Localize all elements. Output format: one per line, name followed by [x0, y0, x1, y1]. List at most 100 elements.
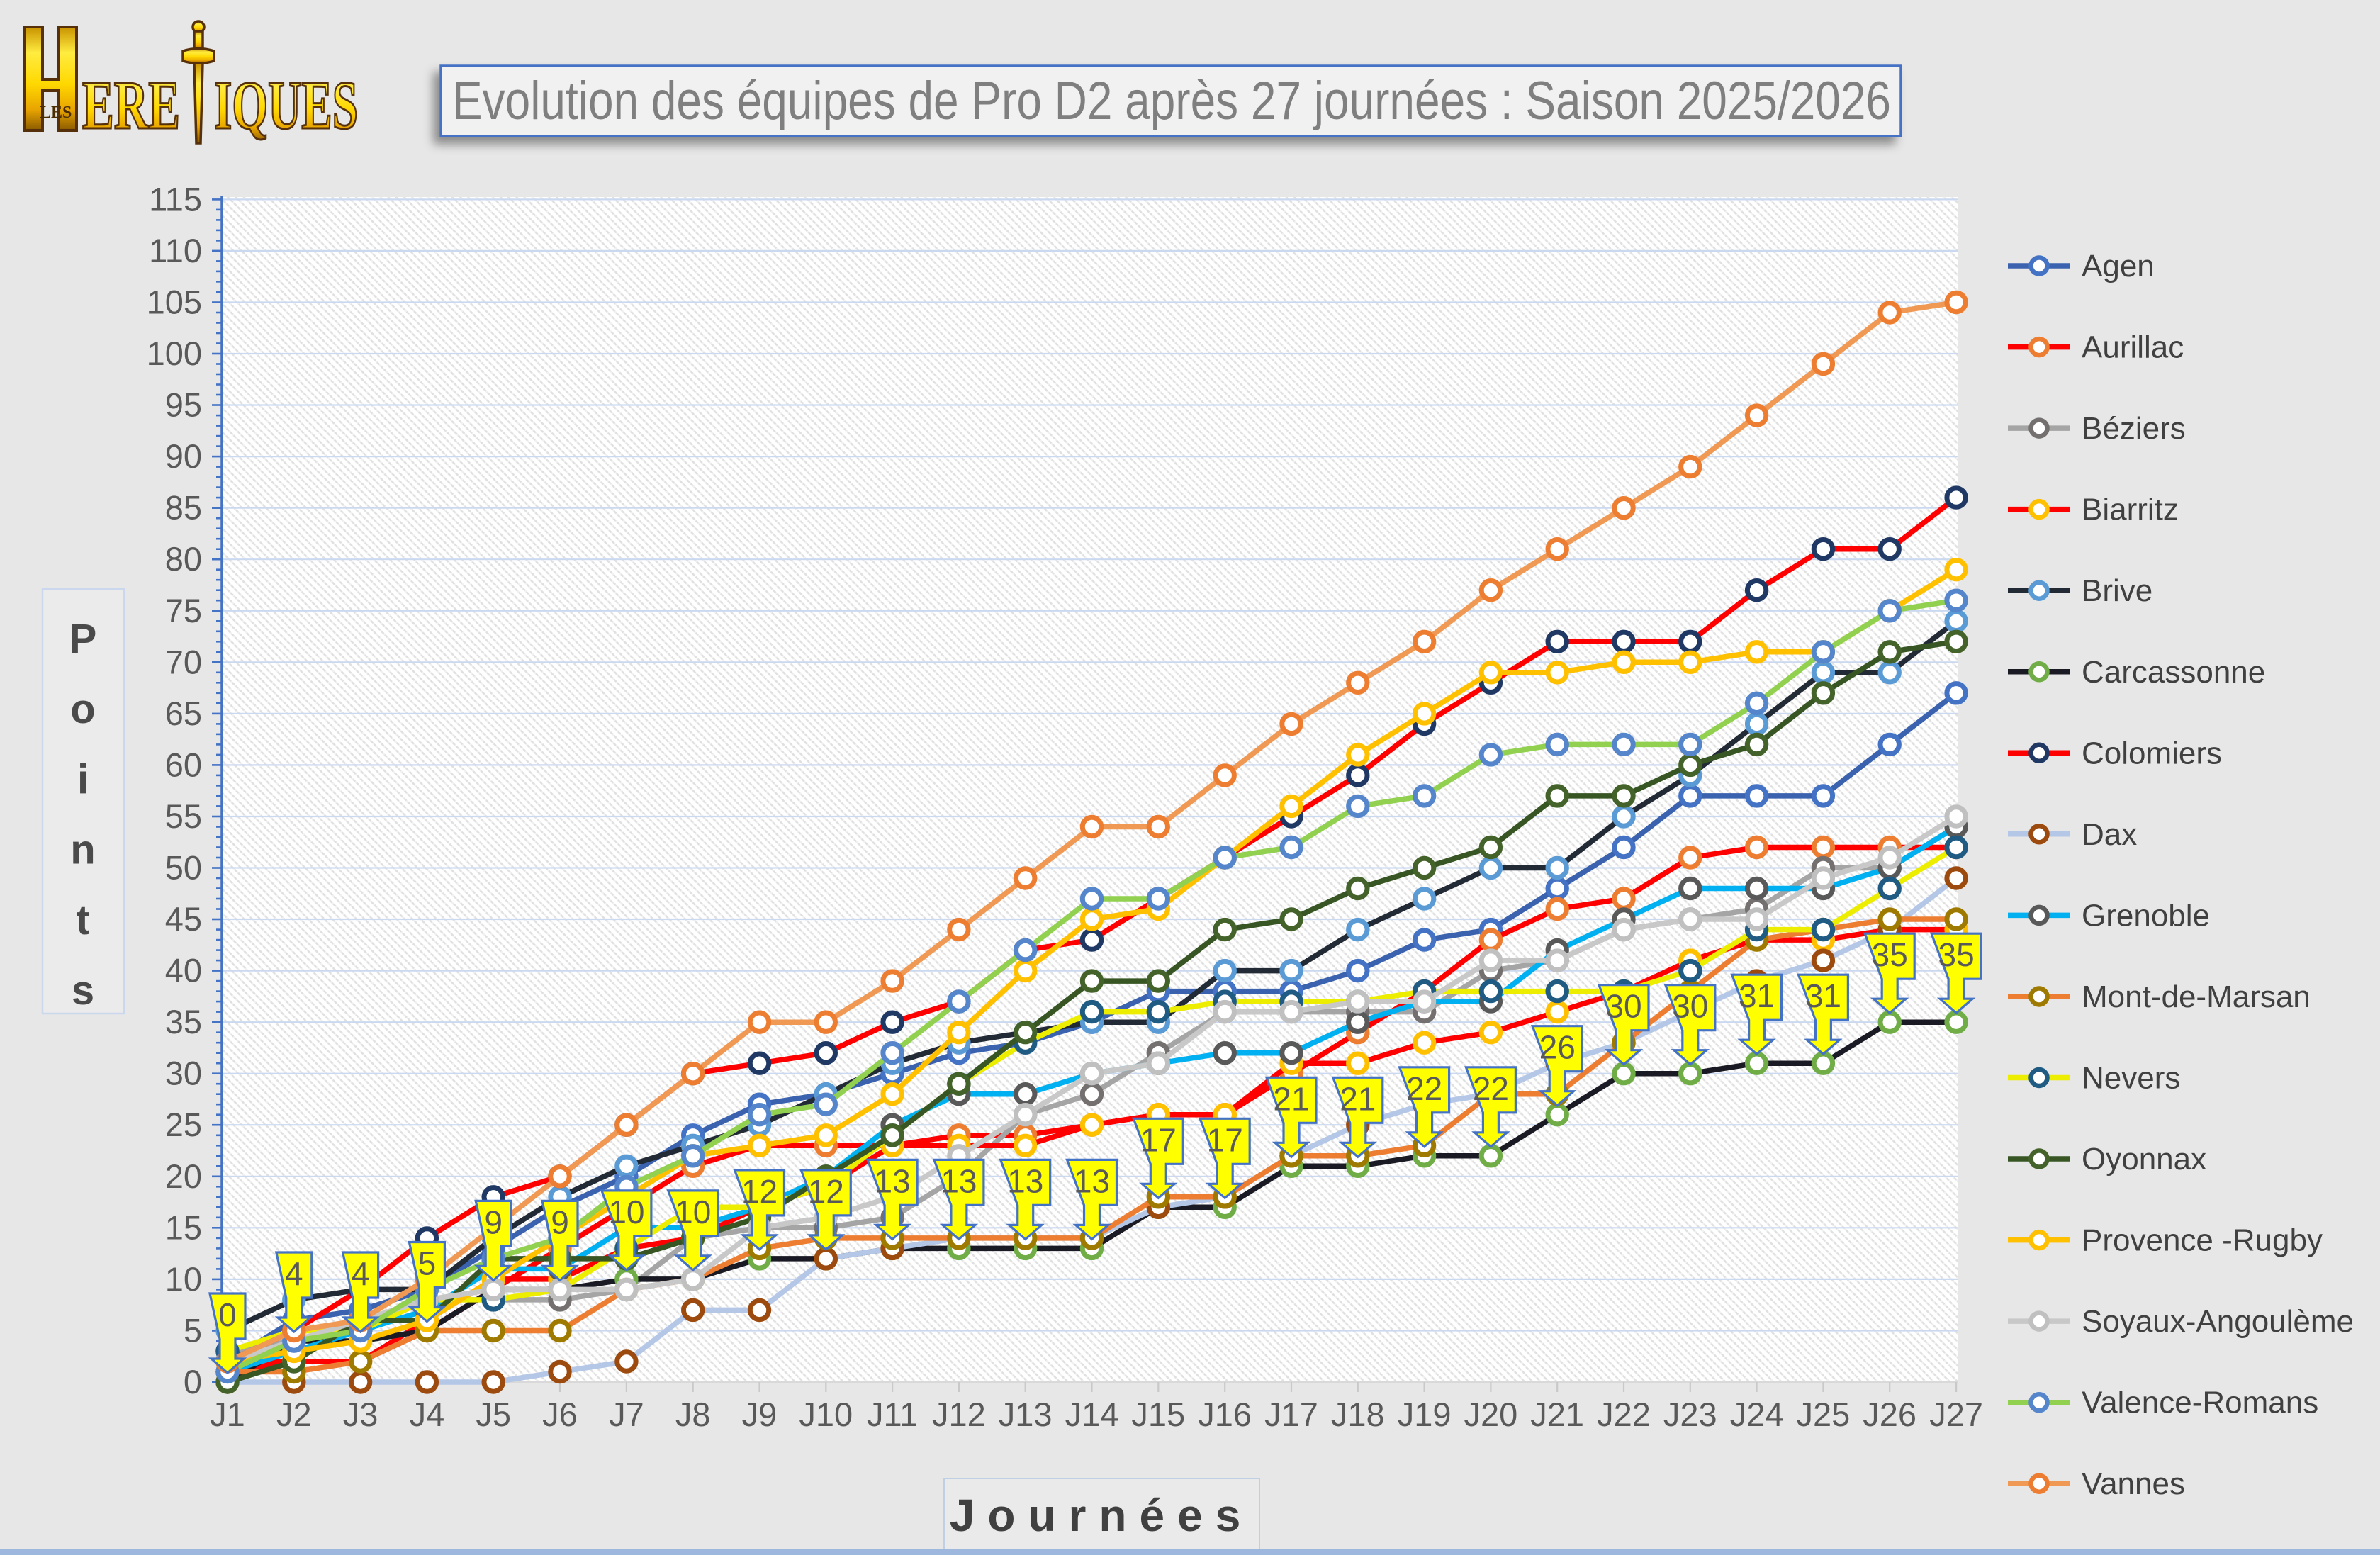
- svg-text:J4: J4: [410, 1396, 445, 1433]
- svg-text:5: 5: [184, 1312, 202, 1349]
- svg-text:J22: J22: [1597, 1396, 1651, 1433]
- svg-text:105: 105: [147, 284, 202, 321]
- svg-text:t: t: [76, 897, 89, 943]
- svg-text:Nevers: Nevers: [2082, 1061, 2180, 1096]
- svg-text:J17: J17: [1264, 1396, 1318, 1433]
- svg-text:n: n: [70, 827, 95, 873]
- svg-text:12: 12: [808, 1173, 844, 1210]
- svg-text:Béziers: Béziers: [2082, 411, 2186, 446]
- svg-text:0: 0: [218, 1296, 237, 1333]
- svg-text:Vannes: Vannes: [2082, 1466, 2185, 1501]
- svg-text:13: 13: [1007, 1162, 1043, 1199]
- svg-text:J23: J23: [1663, 1396, 1717, 1433]
- svg-text:13: 13: [941, 1162, 977, 1199]
- svg-text:35: 35: [1938, 936, 1975, 973]
- svg-text:30: 30: [1672, 988, 1708, 1025]
- svg-text:9: 9: [551, 1203, 569, 1240]
- svg-text:50: 50: [165, 849, 202, 887]
- svg-text:Journées: Journées: [950, 1490, 1254, 1541]
- svg-text:Aurillac: Aurillac: [2082, 330, 2184, 365]
- svg-text:J18: J18: [1331, 1396, 1385, 1433]
- svg-text:J14: J14: [1065, 1396, 1119, 1433]
- svg-text:J12: J12: [932, 1396, 986, 1433]
- svg-text:30: 30: [1605, 988, 1641, 1025]
- svg-text:22: 22: [1406, 1070, 1442, 1107]
- svg-text:60: 60: [165, 746, 202, 783]
- svg-text:45: 45: [165, 900, 202, 938]
- svg-text:13: 13: [875, 1162, 911, 1199]
- svg-text:J21: J21: [1530, 1396, 1584, 1433]
- svg-text:Soyaux-Angoulème: Soyaux-Angoulème: [2082, 1304, 2354, 1339]
- svg-text:25: 25: [165, 1106, 202, 1143]
- svg-text:17: 17: [1140, 1121, 1177, 1158]
- svg-text:J27: J27: [1929, 1396, 1983, 1433]
- svg-text:55: 55: [165, 797, 202, 835]
- svg-text:Valence-Romans: Valence-Romans: [2082, 1386, 2318, 1420]
- svg-text:70: 70: [165, 643, 202, 680]
- svg-text:J16: J16: [1198, 1396, 1252, 1433]
- svg-text:90: 90: [165, 437, 202, 475]
- svg-text:4: 4: [285, 1255, 303, 1292]
- svg-text:35: 35: [1872, 936, 1908, 973]
- svg-text:Provence -Rugby: Provence -Rugby: [2082, 1223, 2323, 1258]
- svg-text:10: 10: [165, 1260, 202, 1298]
- svg-text:J5: J5: [476, 1396, 511, 1433]
- svg-text:Dax: Dax: [2082, 817, 2137, 852]
- svg-text:65: 65: [165, 695, 202, 732]
- svg-text:J13: J13: [999, 1396, 1053, 1433]
- svg-text:20: 20: [165, 1157, 202, 1195]
- svg-text:4: 4: [352, 1255, 370, 1292]
- svg-text:IQUES: IQUES: [214, 67, 358, 143]
- svg-text:75: 75: [165, 592, 202, 629]
- svg-text:s: s: [72, 967, 94, 1014]
- svg-text:J9: J9: [742, 1396, 778, 1433]
- svg-text:J1: J1: [210, 1396, 245, 1433]
- svg-text:Grenoble: Grenoble: [2082, 898, 2210, 933]
- svg-text:J11: J11: [867, 1396, 918, 1433]
- svg-text:Evolution des équipes de Pro D: Evolution des équipes de Pro D2 après 27…: [452, 71, 1891, 131]
- svg-text:J8: J8: [675, 1396, 711, 1433]
- svg-text:35: 35: [165, 1003, 202, 1040]
- svg-text:Brive: Brive: [2082, 573, 2152, 608]
- svg-text:5: 5: [418, 1245, 437, 1282]
- svg-text:9: 9: [484, 1203, 503, 1240]
- svg-text:J15: J15: [1131, 1396, 1185, 1433]
- svg-text:10: 10: [608, 1194, 644, 1230]
- svg-text:Mont-de-Marsan: Mont-de-Marsan: [2082, 979, 2311, 1014]
- svg-text:95: 95: [165, 386, 202, 424]
- svg-text:P: P: [69, 616, 97, 662]
- svg-text:85: 85: [165, 489, 202, 527]
- svg-text:J7: J7: [609, 1396, 644, 1433]
- svg-text:80: 80: [165, 540, 202, 578]
- svg-text:115: 115: [149, 180, 202, 218]
- svg-text:Biarritz: Biarritz: [2082, 493, 2179, 527]
- svg-text:LES: LES: [40, 103, 72, 122]
- svg-text:J3: J3: [343, 1396, 378, 1433]
- svg-text:ERE: ERE: [82, 67, 180, 143]
- svg-text:15: 15: [165, 1208, 202, 1246]
- svg-text:13: 13: [1074, 1162, 1110, 1199]
- svg-text:J26: J26: [1863, 1396, 1916, 1433]
- svg-text:o: o: [70, 686, 95, 732]
- svg-text:12: 12: [741, 1173, 778, 1210]
- svg-text:Colomiers: Colomiers: [2082, 736, 2222, 770]
- svg-text:J19: J19: [1398, 1396, 1452, 1433]
- svg-text:31: 31: [1805, 977, 1841, 1014]
- svg-text:110: 110: [149, 232, 202, 269]
- svg-text:J20: J20: [1464, 1396, 1518, 1433]
- svg-text:J25: J25: [1797, 1396, 1851, 1433]
- svg-text:0: 0: [184, 1363, 202, 1400]
- svg-text:Agen: Agen: [2082, 249, 2155, 284]
- svg-text:Oyonnax: Oyonnax: [2082, 1142, 2206, 1177]
- svg-text:17: 17: [1207, 1121, 1243, 1158]
- svg-text:21: 21: [1340, 1080, 1376, 1117]
- svg-text:Carcassonne: Carcassonne: [2082, 655, 2265, 690]
- svg-text:100: 100: [147, 335, 202, 372]
- svg-text:31: 31: [1739, 977, 1775, 1014]
- svg-text:21: 21: [1273, 1080, 1309, 1117]
- svg-text:22: 22: [1473, 1070, 1509, 1107]
- svg-text:J10: J10: [799, 1396, 853, 1433]
- svg-text:J2: J2: [276, 1396, 312, 1433]
- svg-text:J6: J6: [542, 1396, 578, 1433]
- svg-text:J24: J24: [1730, 1396, 1784, 1433]
